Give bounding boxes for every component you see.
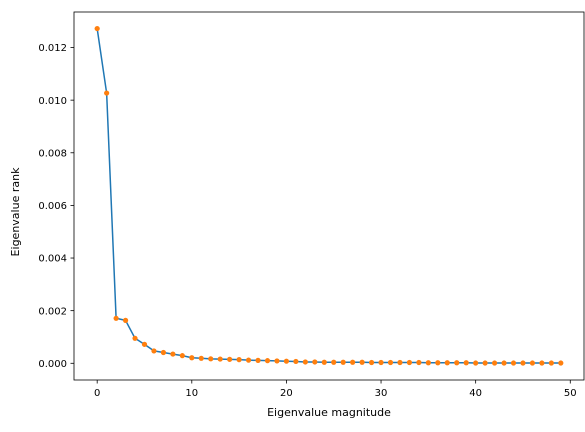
- data-point: [208, 356, 214, 362]
- data-point: [189, 355, 195, 361]
- data-point: [179, 353, 185, 359]
- data-point: [387, 359, 394, 366]
- data-point: [113, 315, 119, 321]
- data-point: [94, 25, 100, 32]
- data-point: [368, 359, 375, 366]
- data-point: [378, 359, 384, 366]
- data-point: [217, 356, 223, 362]
- axes-frame: [73, 11, 585, 381]
- data-point: [245, 357, 252, 363]
- data-point: [397, 359, 403, 366]
- data-point: [132, 335, 138, 341]
- data-point: [331, 359, 337, 365]
- x-tick-label: 0: [94, 388, 100, 399]
- data-point: [435, 360, 441, 366]
- data-point: [104, 90, 110, 96]
- data-point: [473, 360, 479, 366]
- y-tick-label: 0.004: [38, 254, 67, 265]
- data-point: [274, 358, 280, 364]
- y-tick-label: 0.006: [38, 201, 67, 212]
- y-tick-label: 0.010: [38, 96, 67, 107]
- data-point: [491, 360, 498, 366]
- data-point: [283, 358, 290, 364]
- data-point: [302, 359, 308, 365]
- data-point: [151, 348, 157, 354]
- y-tick-label: 0.002: [38, 306, 67, 317]
- data-point: [160, 349, 167, 356]
- data-point: [510, 360, 517, 366]
- data-point: [170, 351, 176, 357]
- y-axis-ticks: 0.000 0.002 0.004 0.006 0.008 0.010 0.012: [38, 43, 74, 370]
- data-point: [359, 359, 365, 365]
- data-point: [312, 359, 318, 365]
- x-tick-label: 30: [375, 388, 388, 399]
- data-point: [454, 360, 460, 366]
- data-point: [406, 359, 413, 366]
- data-point: [558, 360, 564, 366]
- data-point: [416, 359, 422, 366]
- data-point: [520, 360, 526, 366]
- x-tick-label: 50: [564, 388, 577, 399]
- data-point: [198, 355, 204, 361]
- data-point: [529, 360, 536, 366]
- data-point: [350, 359, 356, 365]
- data-point: [501, 360, 507, 366]
- plot-area: [73, 11, 585, 381]
- data-point: [340, 359, 346, 365]
- y-tick-label: 0.008: [38, 148, 67, 159]
- data-point: [548, 360, 554, 366]
- x-tick-label: 10: [185, 388, 198, 399]
- y-tick-label: 0.000: [38, 359, 67, 370]
- data-point: [444, 360, 450, 366]
- data-point: [227, 356, 233, 362]
- data-point: [141, 341, 148, 347]
- data-point: [539, 360, 545, 366]
- x-tick-label: 20: [280, 388, 293, 399]
- data-point: [122, 317, 129, 323]
- data-point: [236, 357, 242, 363]
- x-axis-ticks: 0 10 20 30 40 50: [94, 380, 577, 399]
- x-axis-label: Eigenvalue magnitude: [267, 406, 391, 419]
- data-point: [463, 360, 469, 366]
- y-tick-label: 0.012: [38, 43, 67, 54]
- y-axis-label: Eigenvalue rank: [9, 167, 22, 257]
- data-point: [321, 359, 327, 365]
- data-point: [264, 358, 271, 364]
- data-point: [482, 360, 488, 366]
- data-point: [255, 357, 261, 363]
- x-tick-label: 40: [469, 388, 482, 399]
- data-point: [425, 360, 431, 366]
- data-point: [293, 358, 299, 365]
